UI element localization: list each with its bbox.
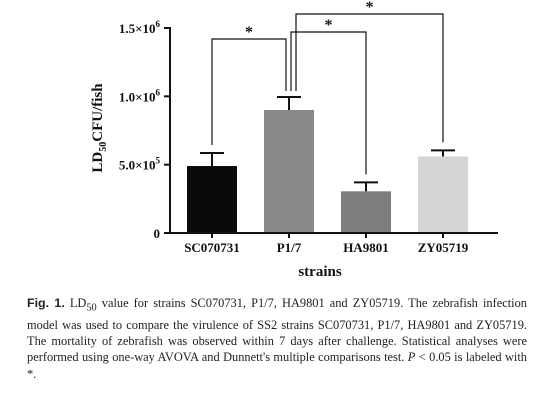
x-axis: SC070731 P1/7 HA9801 ZY05719 bbox=[169, 232, 498, 255]
y-tick-label-3: 1.5×106 bbox=[119, 19, 161, 36]
significance-star-2: * bbox=[366, 0, 374, 16]
y-tick-label-1: 5.0×105 bbox=[119, 156, 161, 173]
error-bars bbox=[200, 96, 455, 192]
significance-star-1: * bbox=[325, 17, 333, 34]
y-tick-label-0: 0 bbox=[154, 226, 161, 241]
significance-star-0: * bbox=[245, 24, 253, 41]
bar-ZY05719 bbox=[418, 156, 468, 233]
bar-chart: 0 5.0×105 1.0×106 1.5×106 * * * SC070731 P1/7 H… bbox=[90, 0, 498, 280]
x-axis-label: strains bbox=[298, 264, 342, 280]
significance-bracket-0 bbox=[211, 38, 287, 146]
x-tick-label-SC070731: SC070731 bbox=[184, 240, 240, 255]
significance-bracket-2 bbox=[295, 13, 444, 143]
significance-bracket-1 bbox=[290, 31, 367, 175]
figure-caption: Fig. 1. LD50 value for strains SC070731,… bbox=[27, 296, 528, 381]
y-axis-label: LD50CFU/fish bbox=[90, 83, 109, 173]
figure-label: Fig. 1. bbox=[27, 296, 65, 310]
y-tick-label-2: 1.0×106 bbox=[119, 87, 161, 104]
x-tick-label-HA9801: HA9801 bbox=[343, 240, 389, 255]
x-tick-label-P1/7: P1/7 bbox=[277, 240, 302, 255]
y-axis: 0 5.0×105 1.0×106 1.5×106 bbox=[119, 19, 171, 241]
significance-brackets: * * * bbox=[211, 0, 444, 175]
bar-SC070731 bbox=[187, 166, 237, 233]
bar-HA9801 bbox=[341, 191, 391, 233]
bars bbox=[187, 110, 468, 233]
bar-P1/7 bbox=[264, 110, 314, 233]
x-tick-label-ZY05719: ZY05719 bbox=[418, 240, 469, 255]
